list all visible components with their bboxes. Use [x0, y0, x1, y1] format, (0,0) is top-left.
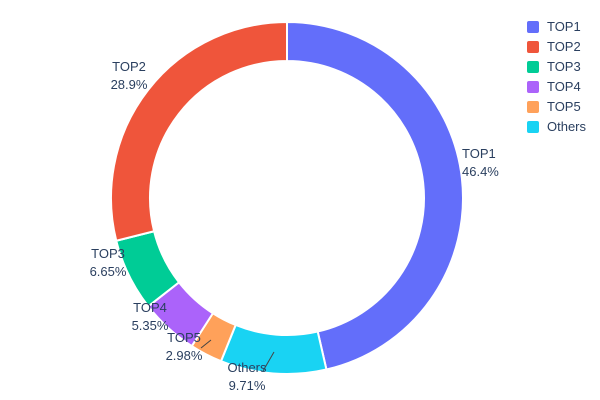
slice-label-name-top2: TOP2: [112, 59, 146, 74]
legend-swatch-top3: [526, 60, 539, 73]
legend-label-top4: TOP4: [546, 79, 581, 94]
slice-label-percent-top1: 46.4%: [462, 164, 499, 179]
pie-slice-top2[interactable]: [110, 20, 288, 242]
legend-swatch-top4: [526, 80, 539, 93]
label-leader-line-others: [262, 351, 275, 372]
slice-label-name-top1: TOP1: [462, 146, 496, 161]
chart-legend: TOP1 TOP2 TOP3 TOP4 TOP5 Others: [526, 19, 586, 134]
slice-label-percent-top2: 28.9%: [111, 77, 148, 92]
legend-swatch-top5: [526, 100, 539, 113]
pie-slice-top1[interactable]: [286, 20, 464, 371]
legend-label-top5: TOP5: [546, 99, 581, 114]
legend-swatch-top2: [526, 40, 539, 53]
slice-label-percent-top3: 6.65%: [90, 264, 127, 279]
legend-label-top1: TOP1: [546, 19, 581, 34]
slice-label-percent-top4: 5.35%: [132, 318, 169, 333]
legend-label-top2: TOP2: [546, 39, 581, 54]
legend-item-top4[interactable]: TOP4: [526, 79, 586, 94]
legend-item-top3[interactable]: TOP3: [526, 59, 586, 74]
legend-item-top5[interactable]: TOP5: [526, 99, 586, 114]
legend-label-others: Others: [546, 119, 586, 134]
legend-label-top3: TOP3: [546, 59, 581, 74]
legend-swatch-top1: [526, 20, 539, 33]
legend-swatch-others: [526, 120, 539, 133]
slice-label-percent-others: 9.71%: [229, 378, 266, 393]
slice-label-name-others: Others: [227, 360, 267, 375]
slice-label-name-top3: TOP3: [91, 246, 125, 261]
slice-label-name-top4: TOP4: [133, 300, 167, 315]
label-leader-line-top5: [200, 339, 212, 349]
slice-label-name-top5: TOP5: [167, 330, 201, 345]
legend-item-others[interactable]: Others: [526, 119, 586, 134]
legend-item-top2[interactable]: TOP2: [526, 39, 586, 54]
legend-item-top1[interactable]: TOP1: [526, 19, 586, 34]
slice-label-percent-top5: 2.98%: [166, 348, 203, 363]
